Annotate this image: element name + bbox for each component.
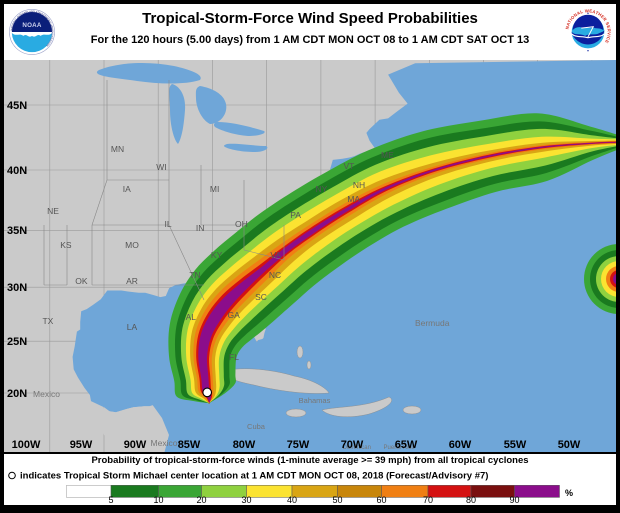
svg-text:95W: 95W — [70, 439, 93, 451]
svg-text:Bahamas: Bahamas — [299, 396, 331, 405]
svg-text:5: 5 — [108, 495, 113, 505]
svg-text:30N: 30N — [7, 282, 27, 294]
svg-text:20: 20 — [196, 495, 206, 505]
svg-text:35N: 35N — [7, 225, 27, 237]
svg-text:Mexico: Mexico — [33, 389, 60, 399]
svg-text:AL: AL — [186, 312, 197, 322]
svg-text:IA: IA — [123, 184, 131, 194]
svg-text:NE: NE — [47, 206, 59, 216]
svg-text:KY: KY — [211, 250, 223, 260]
svg-text:45N: 45N — [7, 100, 27, 112]
svg-text:LA: LA — [127, 322, 138, 332]
svg-text:55W: 55W — [504, 439, 527, 451]
svg-text:30: 30 — [241, 495, 251, 505]
svg-text:90W: 90W — [124, 439, 147, 451]
svg-text:VT: VT — [343, 161, 354, 171]
svg-text:25N: 25N — [7, 336, 27, 348]
svg-text:NH: NH — [353, 180, 365, 190]
svg-text:90: 90 — [509, 495, 519, 505]
svg-text:WI: WI — [156, 162, 166, 172]
svg-text:%: % — [565, 488, 573, 498]
svg-text:MA: MA — [347, 194, 360, 204]
svg-text:70W: 70W — [341, 439, 364, 451]
svg-text:MI: MI — [210, 184, 219, 194]
svg-text:NOAA: NOAA — [22, 22, 42, 29]
svg-text:NC: NC — [269, 270, 281, 280]
svg-text:75W: 75W — [287, 439, 310, 451]
svg-text:SC: SC — [255, 292, 267, 302]
svg-text:TX: TX — [42, 316, 53, 326]
svg-text:50W: 50W — [558, 439, 581, 451]
svg-text:PA: PA — [290, 210, 301, 220]
svg-text:50: 50 — [332, 495, 342, 505]
svg-text:KS: KS — [60, 240, 72, 250]
svg-text:20N: 20N — [7, 388, 27, 400]
svg-text:IL: IL — [165, 219, 172, 229]
svg-text:IN: IN — [196, 223, 205, 233]
svg-text:OH: OH — [235, 219, 248, 229]
svg-text:OK: OK — [75, 276, 88, 286]
svg-text:40: 40 — [287, 495, 297, 505]
svg-text:Bermuda: Bermuda — [415, 318, 450, 328]
svg-text:ME: ME — [381, 150, 394, 160]
svg-text:60: 60 — [376, 495, 386, 505]
svg-text:65W: 65W — [395, 439, 418, 451]
svg-text:VA: VA — [270, 250, 281, 260]
svg-text:85W: 85W — [178, 439, 201, 451]
svg-text:NY: NY — [315, 184, 327, 194]
svg-text:AR: AR — [126, 276, 138, 286]
svg-text:70: 70 — [423, 495, 433, 505]
svg-text:Cuba: Cuba — [247, 422, 266, 431]
svg-text:Probability of tropical-storm-: Probability of tropical-storm-force wind… — [91, 455, 528, 466]
svg-text:80: 80 — [466, 495, 476, 505]
svg-text:60W: 60W — [449, 439, 472, 451]
svg-text:100W: 100W — [12, 439, 41, 451]
svg-text:MO: MO — [125, 240, 139, 250]
svg-text:MN: MN — [111, 144, 124, 154]
svg-text:indicates Tropical Storm Micha: indicates Tropical Storm Michael center … — [20, 471, 488, 482]
svg-text:Mexico: Mexico — [151, 438, 178, 448]
svg-text:GA: GA — [228, 310, 241, 320]
svg-text:40N: 40N — [7, 165, 27, 177]
svg-text:FL: FL — [229, 352, 239, 362]
svg-text:TN: TN — [189, 270, 200, 280]
svg-text:80W: 80W — [233, 439, 256, 451]
svg-text:10: 10 — [153, 495, 163, 505]
